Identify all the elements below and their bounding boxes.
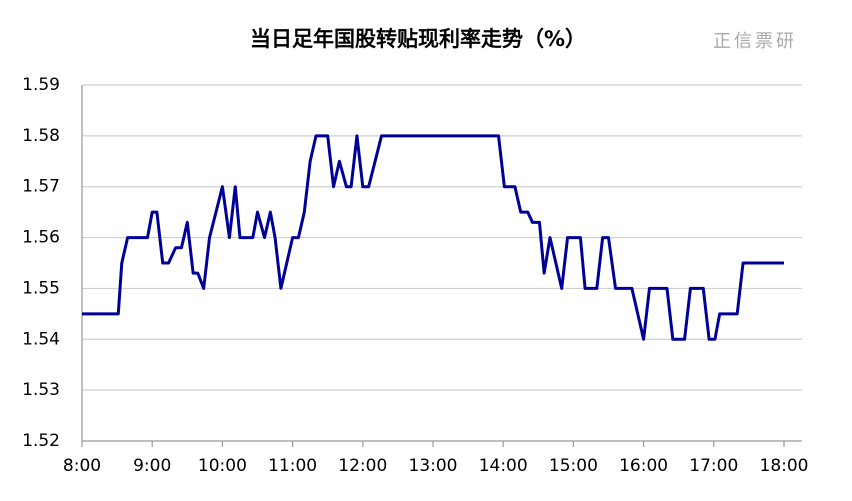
y-tick-label: 1.53 xyxy=(22,380,60,400)
y-tick-label: 1.52 xyxy=(22,431,60,451)
x-tick-label: 9:00 xyxy=(133,456,171,476)
x-tick-label: 14:00 xyxy=(479,456,528,476)
x-tick-label: 11:00 xyxy=(268,456,317,476)
y-tick-label: 1.55 xyxy=(22,278,60,298)
x-tick-label: 13:00 xyxy=(409,456,458,476)
y-tick-label: 1.56 xyxy=(22,228,60,248)
x-tick-label: 8:00 xyxy=(63,456,101,476)
y-tick-label: 1.57 xyxy=(22,177,60,197)
x-tick-label: 15:00 xyxy=(549,456,598,476)
x-tick-label: 18:00 xyxy=(760,456,809,476)
y-tick-label: 1.59 xyxy=(22,75,60,95)
x-tick-label: 16:00 xyxy=(619,456,668,476)
watermark: 正信票研 xyxy=(713,31,797,52)
x-tick-label: 17:00 xyxy=(689,456,738,476)
y-tick-label: 1.54 xyxy=(22,329,60,349)
data-line xyxy=(82,134,784,341)
y-tick-label: 1.58 xyxy=(22,126,60,146)
chart-title: 当日足年国股转贴现利率走势（%） xyxy=(250,27,586,51)
x-tick-label: 10:00 xyxy=(198,456,247,476)
x-tick-label: 12:00 xyxy=(338,456,387,476)
